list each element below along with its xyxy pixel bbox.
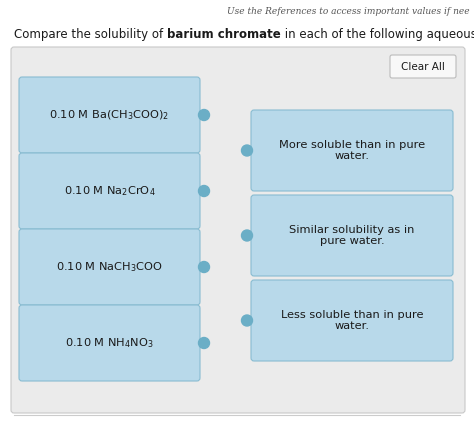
Text: Similar solubility as in
pure water.: Similar solubility as in pure water. [289, 225, 415, 246]
Text: Clear All: Clear All [401, 61, 445, 72]
FancyBboxPatch shape [19, 305, 200, 381]
Text: 0.10 M Na$_2$CrO$_4$: 0.10 M Na$_2$CrO$_4$ [64, 184, 155, 198]
Circle shape [241, 315, 253, 326]
FancyBboxPatch shape [251, 195, 453, 276]
Text: 0.10 M NH$_4$NO$_3$: 0.10 M NH$_4$NO$_3$ [65, 336, 154, 350]
FancyBboxPatch shape [11, 47, 465, 413]
Text: Less soluble than in pure
water.: Less soluble than in pure water. [281, 310, 423, 331]
Text: in each of the following aqueous solutions:: in each of the following aqueous solutio… [281, 28, 474, 41]
FancyBboxPatch shape [390, 55, 456, 78]
Text: 0.10 M Ba(CH$_3$COO)$_2$: 0.10 M Ba(CH$_3$COO)$_2$ [49, 108, 170, 122]
FancyBboxPatch shape [251, 110, 453, 191]
Text: 0.10 M NaCH$_3$COO: 0.10 M NaCH$_3$COO [56, 260, 163, 274]
Circle shape [199, 109, 210, 120]
FancyBboxPatch shape [19, 153, 200, 229]
Text: barium chromate: barium chromate [167, 28, 281, 41]
Circle shape [199, 261, 210, 272]
Circle shape [199, 186, 210, 197]
Circle shape [241, 230, 253, 241]
FancyBboxPatch shape [19, 77, 200, 153]
Circle shape [199, 338, 210, 349]
Text: More soluble than in pure
water.: More soluble than in pure water. [279, 140, 425, 161]
FancyBboxPatch shape [251, 280, 453, 361]
Text: Use the References to access important values if nee: Use the References to access important v… [228, 7, 470, 16]
FancyBboxPatch shape [19, 229, 200, 305]
Circle shape [241, 145, 253, 156]
Text: Compare the solubility of: Compare the solubility of [14, 28, 167, 41]
